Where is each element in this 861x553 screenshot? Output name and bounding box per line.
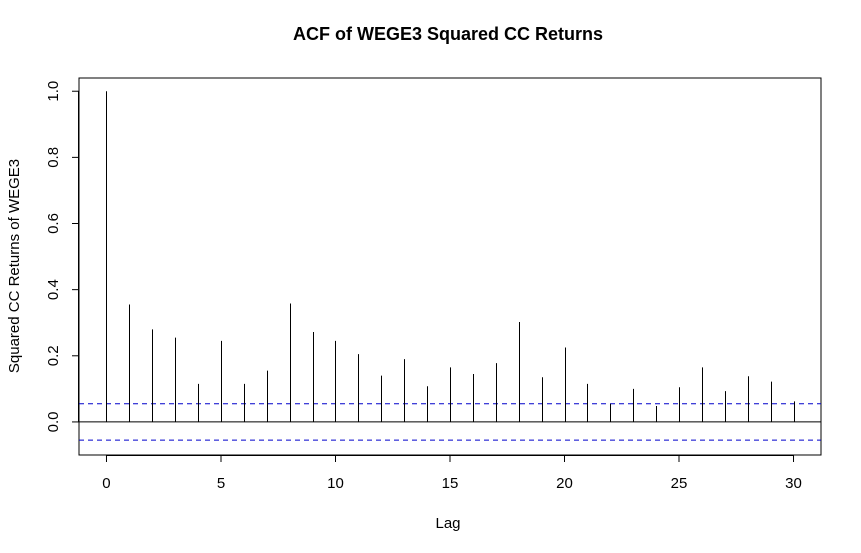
y-tick-label: 1.0	[45, 81, 62, 102]
x-axis: 0 5 10 15 20 25 30	[102, 455, 802, 492]
y-tick-label: 0.8	[45, 147, 62, 168]
x-tick-label: 10	[327, 475, 344, 492]
y-tick-label: 0.6	[45, 213, 62, 234]
y-tick-label: 0.2	[45, 345, 62, 366]
x-axis-label: Lag	[435, 515, 460, 532]
y-axis-label: Squared CC Returns of WEGE3	[6, 159, 23, 373]
x-tick-label: 30	[785, 475, 802, 492]
x-tick-label: 5	[217, 475, 225, 492]
x-tick-label: 15	[442, 475, 459, 492]
chart-title: ACF of WEGE3 Squared CC Returns	[293, 24, 603, 44]
y-axis: 0.0 0.2 0.4 0.6 0.8 1.0	[45, 81, 79, 433]
x-tick-label: 25	[671, 475, 688, 492]
y-tick-label: 0.4	[45, 279, 62, 300]
y-tick-label: 0.0	[45, 412, 62, 433]
x-tick-label: 0	[102, 475, 110, 492]
chart-marks	[79, 91, 821, 441]
x-tick-label: 20	[556, 475, 573, 492]
